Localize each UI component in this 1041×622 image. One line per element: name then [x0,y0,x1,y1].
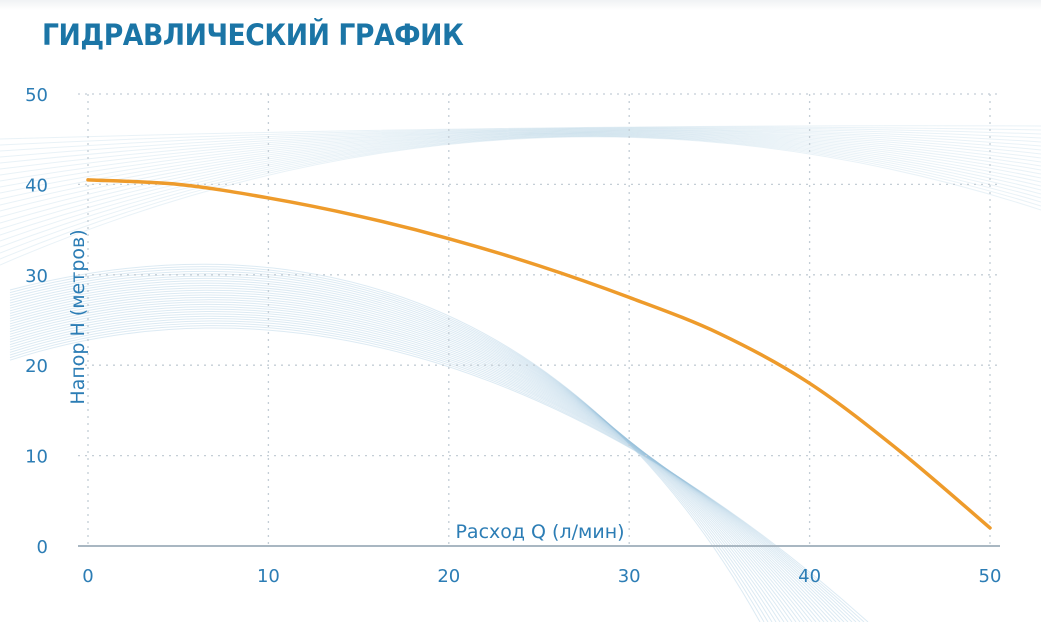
decor-wave-upper [0,128,1041,164]
decor-wave-lower [9,266,765,622]
x-tick-label: 20 [437,566,460,587]
pump-curve-line [86,178,992,530]
decor-wave-lower [9,313,845,622]
decor-wave-lower [9,296,817,622]
y-tick-label: 30 [25,266,48,287]
decor-wave-upper [0,125,1041,140]
x-tick-label: 40 [798,566,821,587]
decor-wave-upper [0,136,1041,266]
decor-wave-upper [0,134,1041,242]
decor-wave-upper [0,130,1041,194]
decor-wave-upper [0,133,1041,224]
decor-wave-lower [9,327,869,622]
decor-wave-lower [9,277,785,622]
decor-wave-upper [0,133,1041,230]
decor-wave-lower [9,299,821,622]
grid-lines [78,93,1000,546]
decor-wave-upper [0,127,1041,152]
decor-wave-lower [9,325,865,622]
x-tick-label: 30 [618,566,641,587]
decorative-wave-lines [0,125,1041,622]
decor-wave-lower [9,315,849,622]
decor-wave-lower [9,263,761,622]
decor-wave-upper [0,134,1041,248]
x-axis-label: Расход Q (л/мин) [455,521,624,543]
decor-wave-upper [0,132,1041,218]
decor-wave-lower [9,311,841,622]
decor-wave-upper [0,129,1041,182]
tick-labels: 0 10 20 30 40 50 0 10 20 30 40 50 [25,85,1001,587]
decor-wave-upper [0,134,1041,236]
decor-wave-upper [0,132,1041,212]
decor-wave-lower [9,303,829,622]
decor-wave-lower [9,280,789,622]
x-tick-label: 0 [82,566,93,587]
decor-wave-upper [0,135,1041,260]
decor-wave-lower [9,318,853,622]
decor-wave-lower [9,273,777,622]
decor-wave-upper [0,131,1041,206]
decor-wave-upper [0,129,1041,170]
decor-wave-lower [9,292,809,622]
decor-wave-upper [0,127,1041,158]
y-tick-label: 10 [25,447,48,468]
decor-wave-upper [0,131,1041,200]
x-tick-label: 10 [257,566,280,587]
y-tick-label: 0 [37,537,48,558]
y-tick-label: 50 [25,85,48,106]
y-axis-label: Напор H (метров) [67,229,89,404]
decor-wave-lower [9,285,797,622]
decor-wave-upper [0,129,1041,176]
decor-wave-lower [9,320,857,622]
decor-wave-lower [9,282,793,622]
decor-wave-lower [9,268,769,622]
decor-wave-upper [0,130,1041,188]
x-tick-label: 50 [979,566,1002,587]
decor-wave-lower [9,301,825,622]
y-tick-label: 40 [25,175,48,196]
decor-wave-lower [9,287,801,622]
decor-wave-lower [9,294,813,622]
decor-wave-lower [9,322,861,622]
decor-wave-lower [9,289,805,622]
chart-title: ГИДРАВЛИЧЕСКИЙ ГРАФИК [42,18,464,52]
y-tick-label: 20 [25,356,48,377]
top-fade [0,0,1041,10]
decor-wave-lower [9,275,781,622]
decor-wave-upper [0,135,1041,254]
decor-wave-lower [9,308,837,622]
decor-wave-lower [9,270,773,622]
decor-wave-lower [9,306,833,622]
series-group [86,178,992,530]
decor-wave-upper [0,126,1041,146]
